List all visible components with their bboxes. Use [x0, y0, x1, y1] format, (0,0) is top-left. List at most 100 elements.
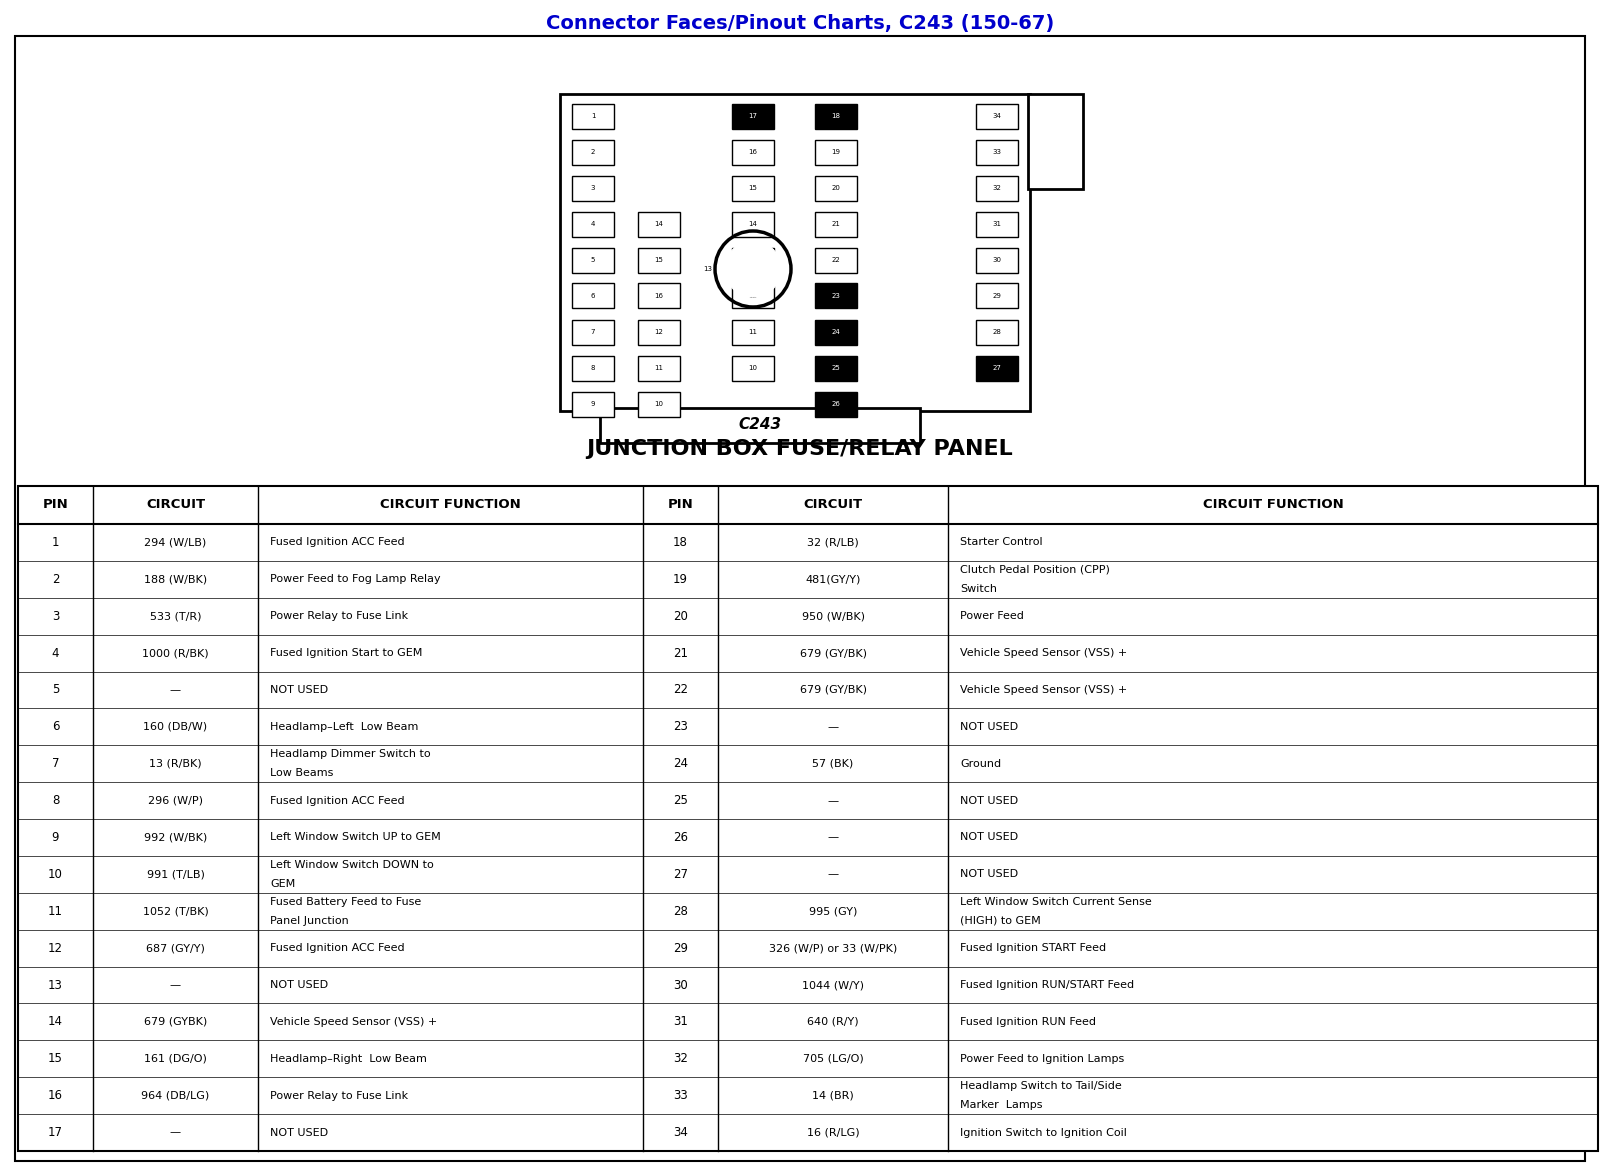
- Text: 4: 4: [51, 647, 59, 660]
- Bar: [560, 94, 1030, 410]
- Text: 6: 6: [51, 721, 59, 734]
- Text: —: —: [170, 684, 181, 695]
- Bar: [976, 247, 1018, 273]
- Text: 188 (W/BK): 188 (W/BK): [144, 574, 206, 584]
- Text: 17: 17: [749, 113, 757, 119]
- Text: 8: 8: [51, 794, 59, 807]
- Text: 3: 3: [590, 185, 595, 191]
- Bar: [573, 212, 614, 236]
- Text: Fused Ignition START Feed: Fused Ignition START Feed: [960, 943, 1106, 953]
- Text: Starter Control: Starter Control: [960, 537, 1043, 548]
- Text: Headlamp Switch to Tail/Side: Headlamp Switch to Tail/Side: [960, 1081, 1122, 1091]
- Text: Power Relay to Fuse Link: Power Relay to Fuse Link: [270, 1090, 408, 1101]
- Text: 57 (BK): 57 (BK): [813, 759, 854, 769]
- Text: 32: 32: [674, 1053, 688, 1065]
- Text: Vehicle Speed Sensor (VSS) +: Vehicle Speed Sensor (VSS) +: [270, 1017, 437, 1027]
- Bar: [638, 320, 680, 345]
- Text: 1000 (R/BK): 1000 (R/BK): [142, 648, 210, 659]
- Text: CIRCUIT FUNCTION: CIRCUIT FUNCTION: [381, 499, 522, 512]
- Text: Connector Faces/Pinout Charts, C243 (150-67): Connector Faces/Pinout Charts, C243 (150…: [546, 14, 1054, 33]
- Text: 10: 10: [749, 365, 757, 370]
- Bar: [573, 103, 614, 128]
- Bar: [638, 247, 680, 273]
- Text: 326 (W/P) or 33 (W/PK): 326 (W/P) or 33 (W/PK): [770, 943, 898, 953]
- Text: NOT USED: NOT USED: [270, 1128, 328, 1137]
- Text: NOT USED: NOT USED: [270, 980, 328, 990]
- Text: 6: 6: [590, 293, 595, 299]
- Bar: [731, 175, 774, 200]
- Text: Left Window Switch UP to GEM: Left Window Switch UP to GEM: [270, 833, 440, 842]
- Text: —: —: [170, 980, 181, 990]
- Text: Fused Ignition ACC Feed: Fused Ignition ACC Feed: [270, 537, 405, 548]
- Bar: [976, 140, 1018, 165]
- Circle shape: [725, 241, 781, 298]
- Text: Ground: Ground: [960, 759, 1002, 769]
- Text: 13: 13: [48, 978, 62, 991]
- Text: 481(GY/Y): 481(GY/Y): [805, 574, 861, 584]
- Text: 12: 12: [48, 942, 62, 955]
- Text: 679 (GY/BK): 679 (GY/BK): [800, 648, 867, 659]
- Bar: [814, 283, 858, 308]
- Text: Fused Ignition Start to GEM: Fused Ignition Start to GEM: [270, 648, 422, 659]
- Text: Headlamp Dimmer Switch to: Headlamp Dimmer Switch to: [270, 749, 430, 760]
- Bar: [573, 175, 614, 200]
- Text: 18: 18: [674, 536, 688, 549]
- Text: 533 (T/R): 533 (T/R): [150, 612, 202, 621]
- Text: 687 (GY/Y): 687 (GY/Y): [146, 943, 205, 953]
- Text: 33: 33: [674, 1089, 688, 1102]
- Text: 296 (W/P): 296 (W/P): [147, 796, 203, 806]
- Text: —: —: [170, 1128, 181, 1137]
- Text: 25: 25: [674, 794, 688, 807]
- Text: Power Feed: Power Feed: [960, 612, 1024, 621]
- Text: Fused Ignition ACC Feed: Fused Ignition ACC Feed: [270, 943, 405, 953]
- Text: 31: 31: [674, 1015, 688, 1028]
- Bar: [600, 408, 920, 443]
- Text: 964 (DB/LG): 964 (DB/LG): [141, 1090, 210, 1101]
- Text: 21: 21: [832, 221, 840, 227]
- Text: 28: 28: [674, 904, 688, 917]
- Text: 160 (DB/W): 160 (DB/W): [144, 722, 208, 731]
- Bar: [814, 392, 858, 416]
- Text: 27: 27: [674, 868, 688, 881]
- Text: 1: 1: [51, 536, 59, 549]
- Text: 16: 16: [749, 149, 757, 155]
- Text: 11: 11: [48, 904, 62, 917]
- Text: 19: 19: [832, 149, 840, 155]
- Text: 15: 15: [749, 185, 757, 191]
- Text: 992 (W/BK): 992 (W/BK): [144, 833, 206, 842]
- Bar: [814, 212, 858, 236]
- Bar: [814, 355, 858, 381]
- Text: 27: 27: [992, 365, 1002, 370]
- Text: Low Beams: Low Beams: [270, 768, 333, 779]
- Text: 2: 2: [51, 573, 59, 586]
- Text: 8: 8: [590, 365, 595, 370]
- Bar: [731, 355, 774, 381]
- Bar: [18, 486, 1598, 1151]
- Text: CIRCUIT FUNCTION: CIRCUIT FUNCTION: [1203, 499, 1344, 512]
- Text: PIN: PIN: [667, 499, 693, 512]
- Bar: [638, 283, 680, 308]
- Text: Headlamp–Left  Low Beam: Headlamp–Left Low Beam: [270, 722, 418, 731]
- Text: Left Window Switch DOWN to: Left Window Switch DOWN to: [270, 860, 434, 870]
- Bar: [814, 175, 858, 200]
- Text: 17: 17: [48, 1127, 62, 1140]
- Bar: [976, 355, 1018, 381]
- Bar: [638, 392, 680, 416]
- Bar: [814, 140, 858, 165]
- Text: Left Window Switch Current Sense: Left Window Switch Current Sense: [960, 897, 1152, 907]
- Text: 23: 23: [674, 721, 688, 734]
- Text: Vehicle Speed Sensor (VSS) +: Vehicle Speed Sensor (VSS) +: [960, 648, 1128, 659]
- Text: 4: 4: [590, 221, 595, 227]
- Text: Marker  Lamps: Marker Lamps: [960, 1101, 1043, 1110]
- Text: 20: 20: [674, 609, 688, 623]
- Text: 1052 (T/BK): 1052 (T/BK): [142, 907, 208, 916]
- Bar: [814, 247, 858, 273]
- Text: 24: 24: [674, 757, 688, 770]
- Text: Fused Ignition ACC Feed: Fused Ignition ACC Feed: [270, 796, 405, 806]
- Text: Fused Ignition RUN/START Feed: Fused Ignition RUN/START Feed: [960, 980, 1134, 990]
- Text: 14: 14: [48, 1015, 62, 1028]
- Text: NOT USED: NOT USED: [960, 722, 1018, 731]
- Text: C243: C243: [739, 417, 781, 433]
- Text: 3: 3: [51, 609, 59, 623]
- Text: Ignition Switch to Ignition Coil: Ignition Switch to Ignition Coil: [960, 1128, 1126, 1137]
